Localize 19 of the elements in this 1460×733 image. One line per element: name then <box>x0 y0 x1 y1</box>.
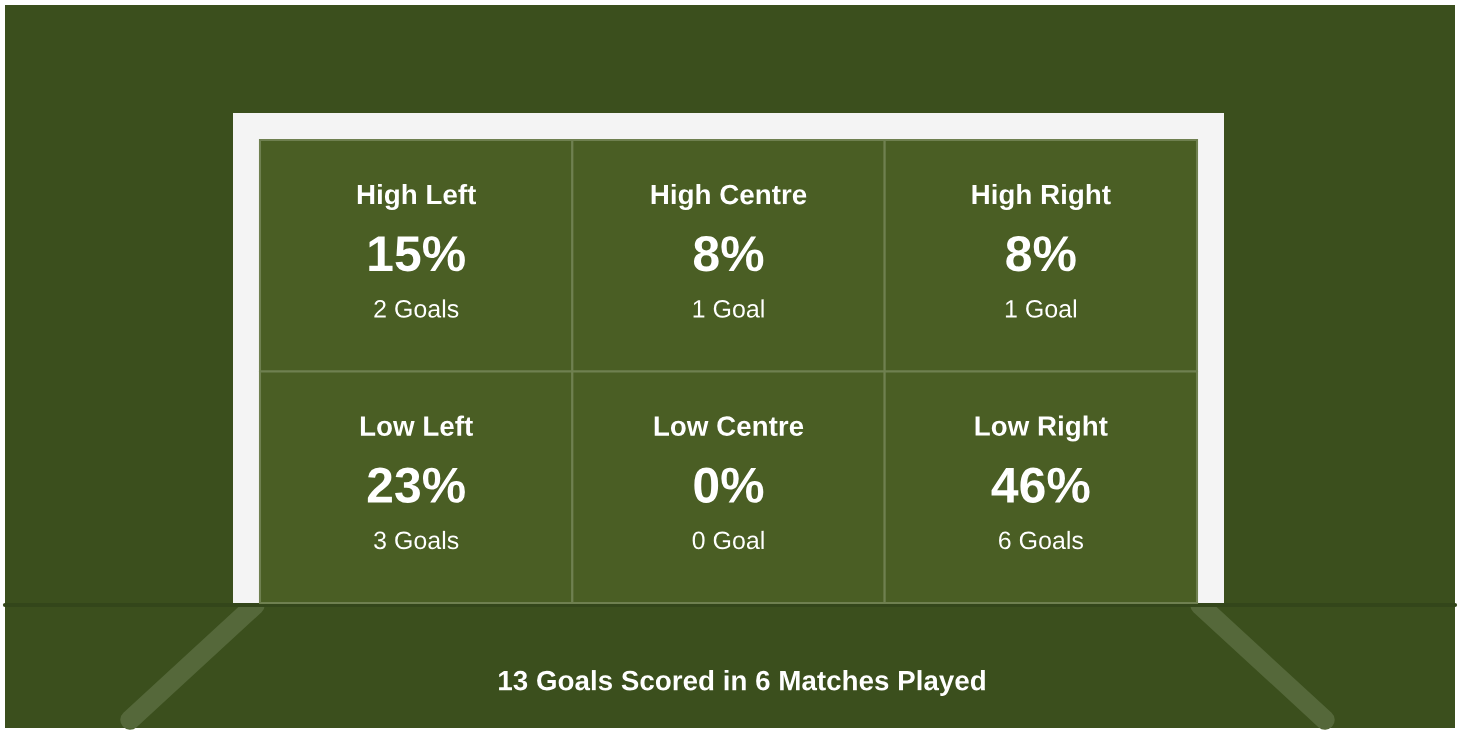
category-label: High Centre <box>651 183 807 211</box>
data-label: 15% <box>369 236 465 272</box>
category-label: Low Centre <box>654 416 804 436</box>
data-label: 8% <box>1006 236 1076 272</box>
text: 6 Goals <box>999 530 1084 550</box>
data-label: 46% <box>991 467 1090 503</box>
text: 0 Goal <box>692 530 764 550</box>
category-label: High Left <box>357 183 477 211</box>
text: 13 Goals Scored in 6 Matches Played <box>499 670 985 696</box>
text: 1 Goal <box>1005 299 1076 318</box>
category-label: High Right <box>972 183 1111 211</box>
text: 2 Goals <box>374 299 459 318</box>
category-label: Low Right <box>975 415 1108 442</box>
text: 3 Goals <box>374 530 459 550</box>
text: 1 Goal <box>693 299 764 318</box>
category-label: Low Left <box>360 415 473 436</box>
data-label: 0% <box>694 467 764 503</box>
data-label: 8% <box>693 236 764 272</box>
data-label: 23% <box>367 467 465 503</box>
